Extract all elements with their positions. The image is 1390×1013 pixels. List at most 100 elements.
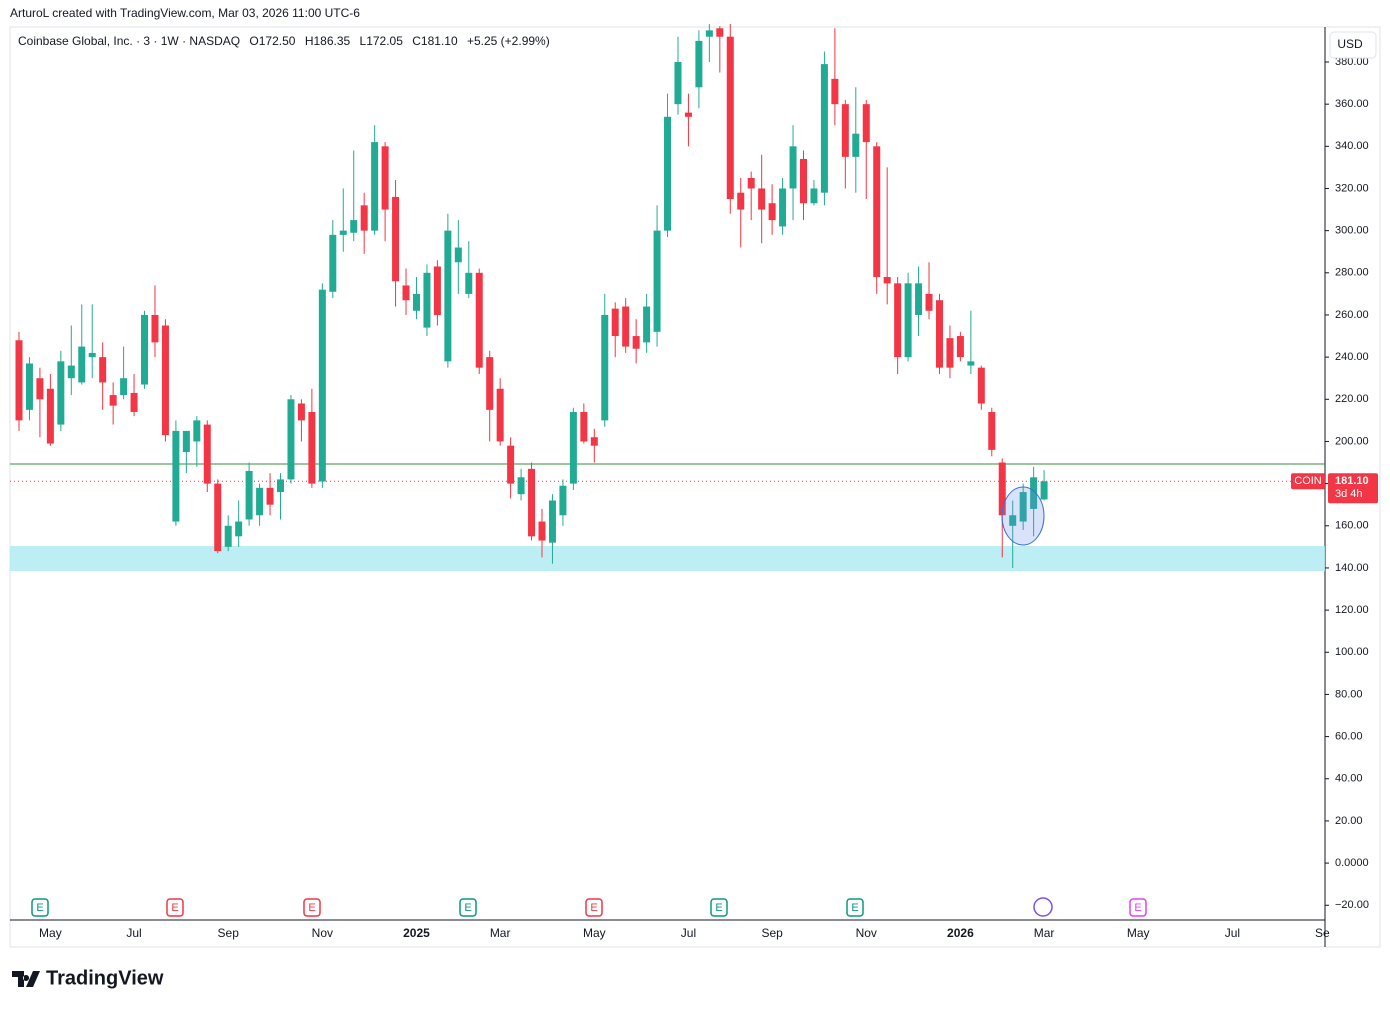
candle-body <box>946 338 954 368</box>
x-tick-label: Jul <box>126 926 141 940</box>
candle-body <box>810 188 818 204</box>
candle-body <box>622 306 630 347</box>
brand: TradingView <box>46 967 164 989</box>
candle-body <box>433 266 441 315</box>
candle-body <box>339 230 347 235</box>
candle-body <box>988 411 996 450</box>
candle-body <box>203 424 211 484</box>
candle-body <box>831 78 839 105</box>
earnings-label: E <box>715 902 722 914</box>
y-tick-label: 120.00 <box>1335 604 1369 616</box>
y-tick-label: 340.00 <box>1335 140 1369 152</box>
y-tick-label: 380.00 <box>1335 56 1369 68</box>
credit: ArturoL created with TradingView.com, Ma… <box>10 6 360 20</box>
legend: Coinbase Global, Inc. · 3 · 1W · NASDAQ … <box>18 34 550 48</box>
candle-body <box>350 220 358 233</box>
tv-logo: TradingView <box>12 967 164 989</box>
y-tick-label: 80.00 <box>1335 688 1363 700</box>
legend-open: O172.50 <box>249 34 295 48</box>
x-tick-label: Mar <box>490 926 511 940</box>
earnings-badge <box>1129 898 1147 917</box>
countdown: 3d 4h <box>1335 488 1363 500</box>
candle-body <box>935 300 943 368</box>
x-tick-label: Sep <box>761 926 783 940</box>
candle-body <box>214 483 222 552</box>
candle-body <box>569 411 577 484</box>
candle-body <box>695 40 703 88</box>
candle-body <box>224 525 232 547</box>
legend-low: L172.05 <box>360 34 404 48</box>
candle-body <box>266 487 274 505</box>
earnings-label: E <box>851 902 858 914</box>
earnings-badge <box>31 898 49 917</box>
candle-body <box>664 116 672 231</box>
candle-body <box>277 479 284 493</box>
price-label: 181.10 <box>1335 475 1369 487</box>
candle-body <box>611 308 619 337</box>
candle-body <box>329 234 337 292</box>
y-tick-label: 240.00 <box>1335 351 1369 363</box>
candle-body <box>360 205 368 231</box>
candle-body <box>392 196 400 282</box>
ticker-tag <box>1291 473 1325 490</box>
candle-body <box>1019 492 1027 522</box>
candle-body <box>726 36 734 200</box>
x-tick-label: Se <box>1315 926 1330 940</box>
candle-body <box>78 346 86 383</box>
candle-body <box>873 146 881 278</box>
earnings-badge <box>459 898 477 917</box>
chart-frame <box>9 26 1381 948</box>
y-tick-label: 280.00 <box>1335 267 1369 279</box>
earnings-badge <box>303 898 321 917</box>
candle-body <box>99 357 107 383</box>
news-icon <box>1033 897 1053 917</box>
currency-button[interactable] <box>1329 31 1377 59</box>
earnings-badge <box>166 898 184 917</box>
currency[interactable]: USD <box>1337 37 1363 51</box>
candle-body <box>768 203 776 221</box>
candle-body <box>862 104 870 143</box>
candle-body <box>998 462 1006 516</box>
candle-body <box>182 430 190 452</box>
candle-body <box>977 367 985 404</box>
earnings-label: E <box>36 902 43 914</box>
x-tick-label: 2025 <box>403 926 430 940</box>
candle-body <box>161 325 169 436</box>
candle-body <box>925 293 933 311</box>
candle-body <box>308 411 316 484</box>
candle-body <box>465 272 473 294</box>
y-tick-label: 20.00 <box>1335 815 1363 827</box>
candle-body <box>716 28 724 37</box>
candle-body <box>643 306 651 343</box>
candle-body <box>967 361 975 366</box>
candle-body <box>779 188 787 227</box>
candle-body <box>57 361 65 425</box>
candle-body <box>601 314 609 421</box>
candle-body <box>747 177 755 189</box>
candle-body <box>904 283 912 358</box>
x-tick-label: May <box>39 926 62 940</box>
legend-symbol: Coinbase Global, Inc. · 3 · 1W · NASDAQ <box>18 34 240 48</box>
candle-body <box>109 395 117 406</box>
candle-body <box>559 485 567 516</box>
candle-body <box>820 64 828 193</box>
x-tick-label: May <box>583 926 606 940</box>
earnings-badge <box>846 898 864 917</box>
x-tick-label: Nov <box>856 926 877 940</box>
y-tick-label: 360.00 <box>1335 98 1369 110</box>
x-tick-label: Sep <box>218 926 240 940</box>
candle-body <box>88 352 96 358</box>
candle-body <box>590 437 598 446</box>
candle-body <box>800 158 807 204</box>
candle-body <box>548 500 556 543</box>
earnings-label: E <box>308 902 315 914</box>
candle-body <box>705 30 713 37</box>
candle-body <box>444 230 452 362</box>
price-tag <box>1328 473 1378 504</box>
candle-body <box>684 112 692 117</box>
plot: −20.00 0.0000 20.00 40.00 60.00 80.00 100.00 12… <box>10 24 1378 940</box>
y-tick-label: 40.00 <box>1335 773 1363 785</box>
earnings-label: E <box>171 902 178 914</box>
candle-body <box>841 104 849 157</box>
annotation-ellipse <box>1001 486 1045 546</box>
